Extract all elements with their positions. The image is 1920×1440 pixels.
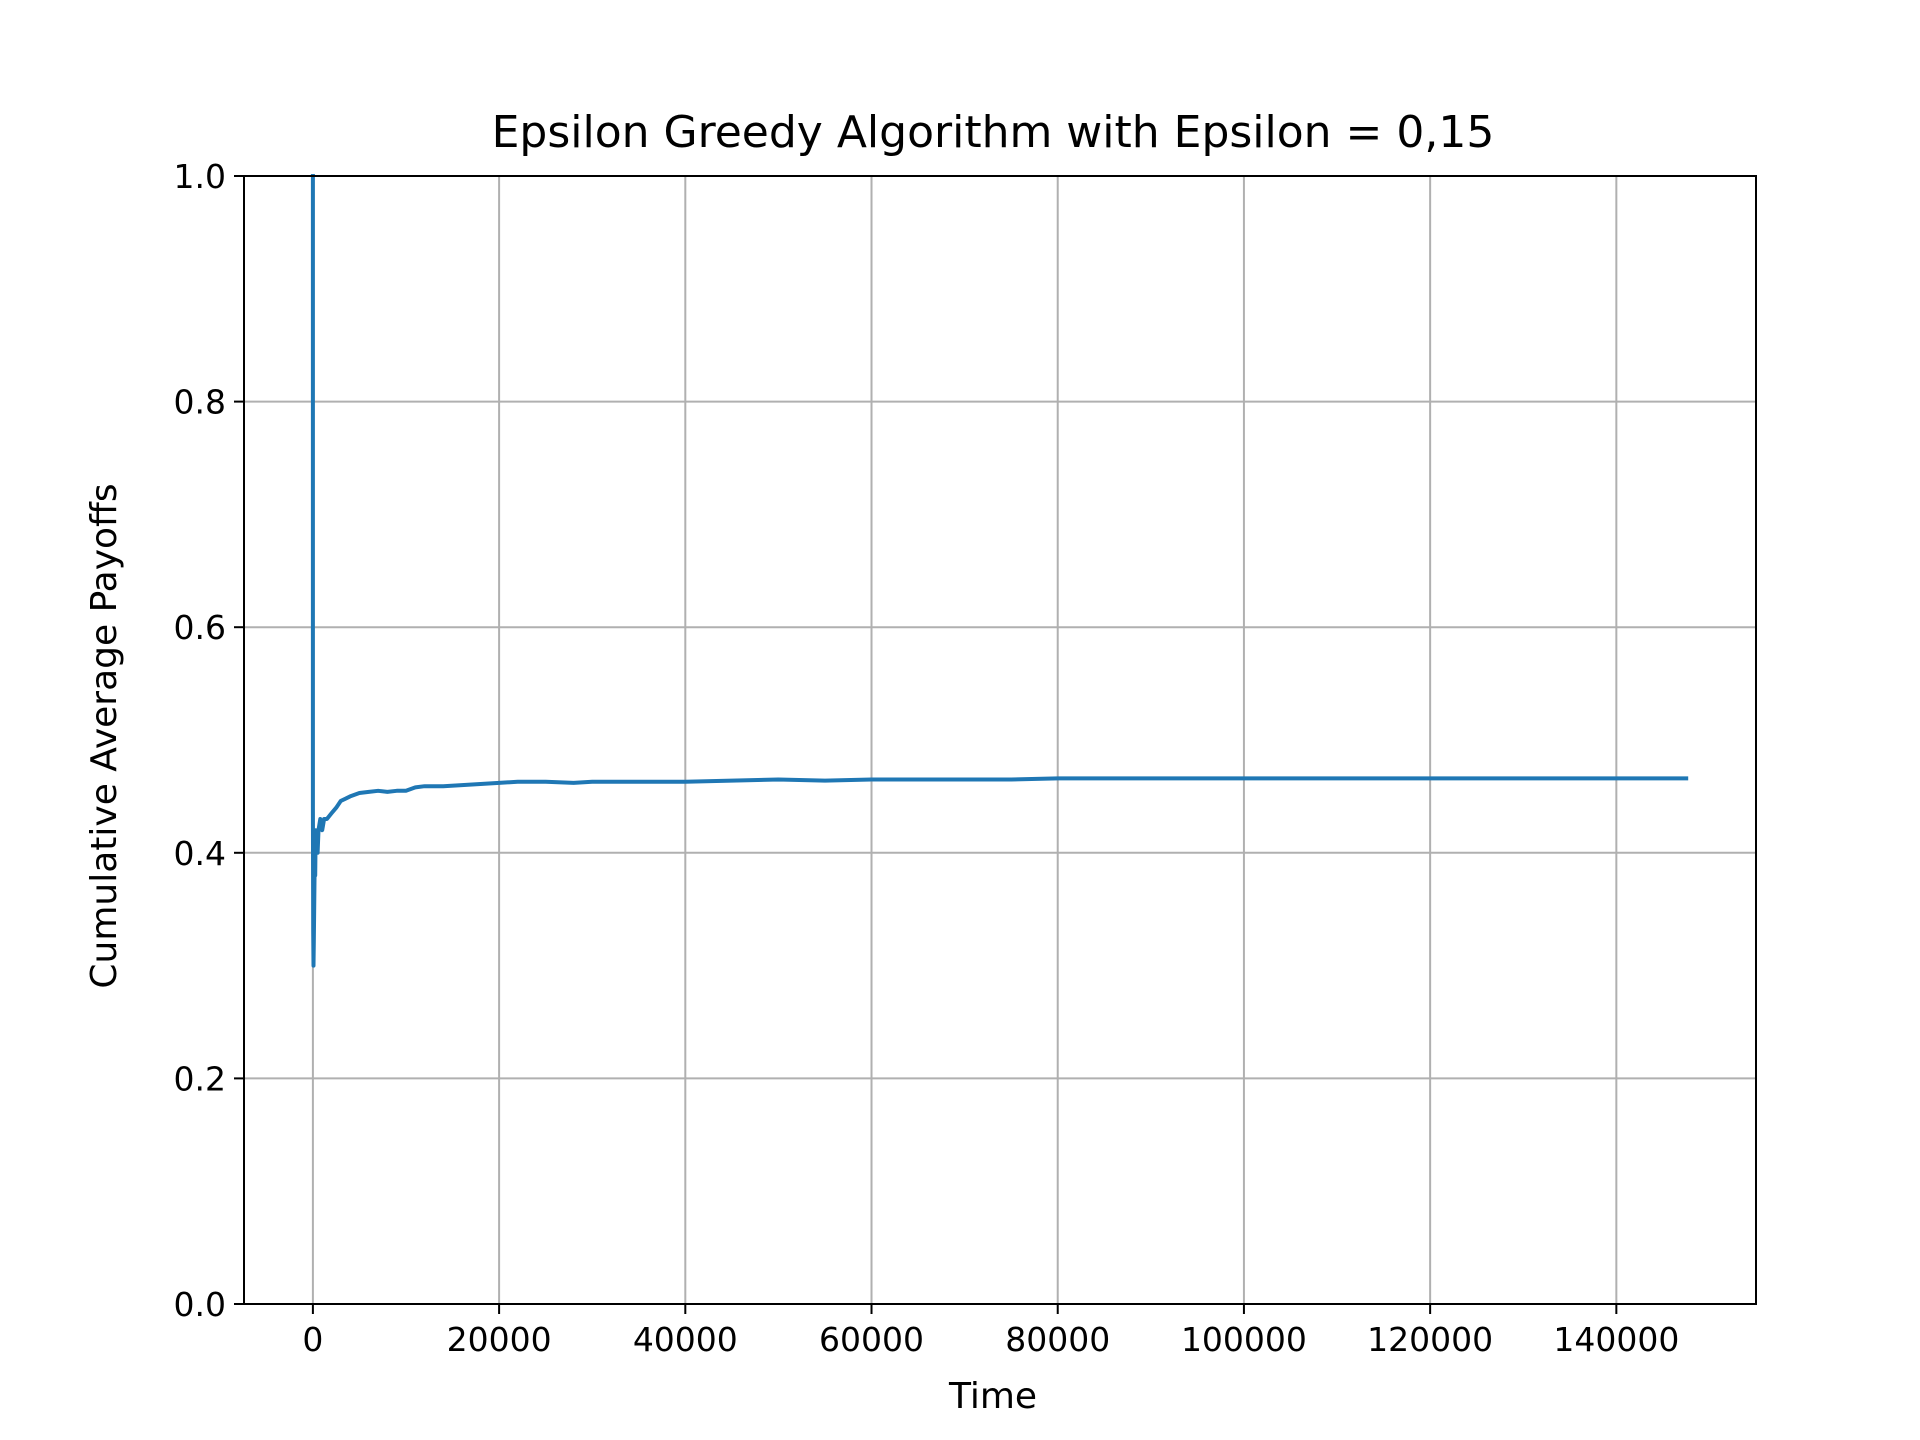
- y-axis-label: Cumulative Average Payoffs: [84, 483, 125, 988]
- x-tick-label: 140000: [1553, 1320, 1679, 1359]
- y-tick-label: 1.0: [174, 157, 226, 196]
- x-tick-label: 20000: [447, 1320, 552, 1359]
- series-layer: [310, 174, 1689, 968]
- x-tick-label: 0: [302, 1320, 323, 1359]
- axis-ticks: 0 20000 40000 60000 80000 100000 120000 140000 0…: [174, 157, 1680, 1359]
- y-tick-label: 0.8: [174, 383, 226, 422]
- y-tick-label: 0.2: [174, 1059, 226, 1098]
- y-tick-label: 0.6: [174, 608, 226, 647]
- x-tick-label: 60000: [819, 1320, 924, 1359]
- x-tick-label: 120000: [1367, 1320, 1493, 1359]
- y-tick-label: 0.4: [174, 834, 226, 873]
- chart-title: Epsilon Greedy Algorithm with Epsilon = …: [492, 107, 1495, 158]
- x-axis-label: Time: [948, 1376, 1037, 1417]
- y-tick-label: 0.0: [174, 1285, 226, 1324]
- plot-frame: [243, 175, 1757, 1305]
- series-line: [310, 174, 1689, 968]
- x-tick-label: 80000: [1005, 1320, 1110, 1359]
- x-tick-label: 40000: [633, 1320, 738, 1359]
- x-tick-label: 100000: [1181, 1320, 1307, 1359]
